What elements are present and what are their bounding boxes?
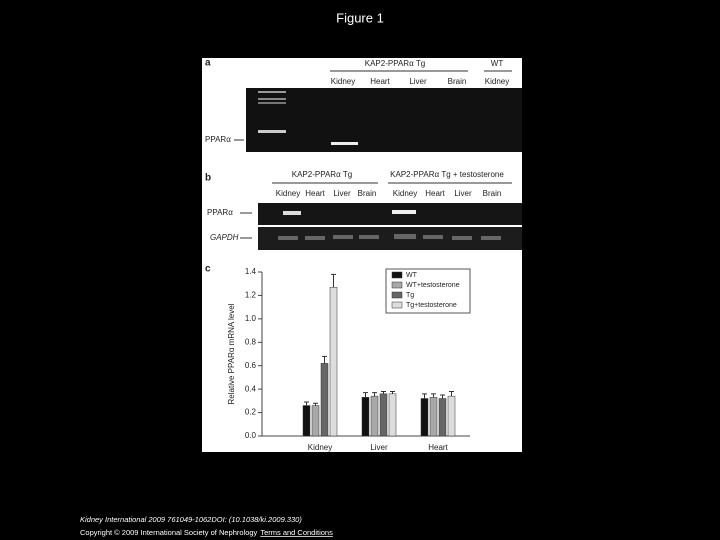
panel-letter: b (205, 173, 211, 184)
legend-swatch (391, 281, 403, 289)
error-bar (331, 273, 336, 288)
bar (388, 393, 397, 437)
error-bar (322, 355, 327, 364)
group-label: KAP2-PPARα Tg + testosterone (390, 170, 504, 179)
y-tick-label: 1.0 (245, 314, 257, 323)
lane-label: Liver (333, 189, 351, 198)
gel-band (258, 102, 286, 104)
lane-label: Heart (305, 189, 325, 198)
gel-band (331, 142, 358, 145)
terms-link[interactable]: Terms and Conditions (260, 528, 333, 537)
lane-label: Kidney (393, 189, 417, 198)
error-bar (363, 392, 368, 398)
bar (438, 398, 447, 437)
bar (329, 286, 338, 437)
gel-band (258, 98, 286, 100)
band-label: GAPDH (210, 233, 239, 242)
x-tick-label: Heart (428, 443, 448, 452)
y-tick-label: 1.4 (245, 267, 257, 276)
error-bar (381, 390, 386, 394)
bar-chart: 0.0 0.2 0.4 0.6 0.8 1.0 1.2 1.4 Relative PPARα m… (227, 267, 471, 452)
x-tick-label: Kidney (308, 443, 332, 452)
gel (246, 88, 522, 152)
lane-label: Heart (370, 77, 390, 86)
slide-title: Figure 1 (336, 10, 384, 25)
bar (420, 398, 429, 437)
gel (258, 227, 522, 250)
bar (379, 393, 388, 437)
lane-label: Kidney (331, 77, 355, 86)
legend-label: Tg (406, 292, 414, 299)
lane-label: Heart (425, 189, 445, 198)
legend-swatch (391, 291, 403, 299)
group-label: KAP2-PPARα Tg (292, 170, 353, 179)
group-label: WT (491, 59, 504, 68)
error-bar (440, 394, 445, 399)
bar (370, 395, 379, 437)
y-tick-label: 1.2 (245, 291, 257, 300)
y-tick-label: 0.2 (245, 408, 257, 417)
gel-band (283, 211, 301, 215)
error-bar (431, 393, 436, 398)
panel-letter: c (205, 264, 211, 275)
error-bar (449, 390, 454, 397)
gel (258, 203, 522, 225)
gel-band (392, 210, 416, 214)
lane-label: Kidney (276, 189, 300, 198)
legend-swatch (391, 301, 403, 309)
legend-swatch (391, 271, 403, 279)
copyright-text: Copyright © 2009 International Society o… (80, 528, 258, 537)
lane-label: Brain (358, 189, 377, 198)
band-label: PPARα (207, 208, 233, 217)
bar (361, 397, 370, 437)
error-bar (304, 401, 309, 406)
copyright: Copyright © 2009 International Society o… (80, 528, 333, 537)
panel-letter: a (205, 58, 211, 69)
y-tick-label: 0.0 (245, 431, 257, 440)
lane-label: Liver (409, 77, 427, 86)
lane-label: Brain (448, 77, 467, 86)
y-tick-label: 0.4 (245, 384, 257, 393)
legend-label: WT+testosterone (406, 282, 460, 289)
legend-label: WT (406, 272, 418, 279)
bar (320, 363, 329, 437)
lane-label: Liver (454, 189, 472, 198)
gel-band (258, 91, 286, 93)
x-tick-label: Liver (370, 443, 388, 452)
band-label: PPARα (205, 135, 231, 144)
error-bar (372, 392, 377, 397)
lane-label: Kidney (485, 77, 509, 86)
bar (311, 405, 320, 437)
y-axis-label: Relative PPARα mRNA level (227, 303, 236, 404)
gapdh-bands (278, 234, 501, 240)
citation: Kidney International 2009 761049-1062DOI… (80, 515, 302, 524)
bar (447, 395, 456, 437)
bar (302, 405, 311, 437)
y-tick-label: 0.8 (245, 337, 257, 346)
error-bar (313, 402, 318, 406)
group-label: KAP2-PPARα Tg (365, 59, 426, 68)
y-tick-label: 0.6 (245, 361, 257, 370)
error-bar (422, 393, 427, 399)
bar (429, 397, 438, 437)
lane-label: Brain (483, 189, 502, 198)
legend-label: Tg+testosterone (406, 302, 457, 309)
gel-band (258, 130, 286, 133)
error-bar (390, 390, 395, 394)
